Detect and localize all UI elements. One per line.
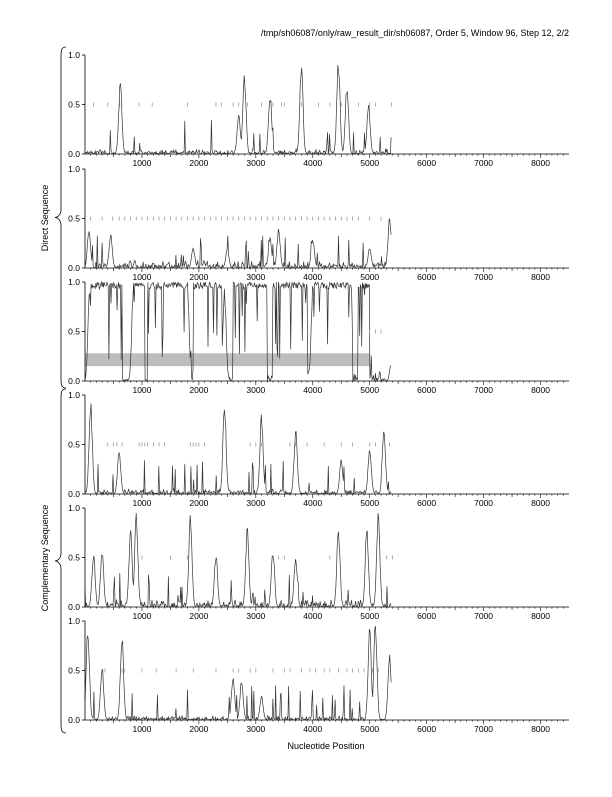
x-tick-label: 8000 [531,272,550,282]
y-tick-label: 0.0 [68,376,80,386]
complementary-sequence-label: Complementary Sequence [40,505,50,612]
x-tick-label: 3000 [246,272,265,282]
x-tick-label: 4000 [303,724,322,734]
y-tick-label: 0.0 [68,489,80,499]
y-tick-label: 1.0 [68,390,80,400]
y-tick-label: 1.0 [68,503,80,513]
x-tick-label: 6000 [417,611,436,621]
y-tick-label: 0.5 [68,553,80,563]
panel-complementary-frame-2: 0.0 0.5 1.0 1000 2000 3000 4000 5000 6000 7000 800… [68,503,569,621]
x-tick-label: 8000 [531,385,550,395]
signal-line [84,65,392,156]
panel-direct-frame-1: 0.0 0.5 1.0 1000 2000 3000 4000 5000 6000 7000 800… [68,50,569,168]
x-tick-label: 7000 [474,158,493,168]
x-tick-label: 8000 [531,498,550,508]
x-tick-label: 2000 [189,611,208,621]
y-tick-label: 0.0 [68,602,80,612]
x-tick-label: 6000 [417,272,436,282]
panel-direct-frame-3: 0.0 0.5 1.0 1000 2000 3000 4000 5000 6000 7000 800… [68,277,569,395]
panels: 0.0 0.5 1.0 1000 2000 3000 4000 5000 6000 7000 800… [68,50,569,734]
panel-complementary-frame-3: 0.0 0.5 1.0 1000 2000 3000 4000 5000 6000 7000 800… [68,616,569,734]
x-tick-label: 5000 [360,498,379,508]
figure-header: /tmp/sh06087/only/raw_result_dir/sh06087… [261,28,569,38]
y-tick-label: 0.5 [68,327,80,337]
panel-direct-frame-2: 0.0 0.5 1.0 1000 2000 3000 4000 5000 6000 7000 800… [68,164,569,282]
x-tick-label: 5000 [360,724,379,734]
strand-brackets [54,46,67,734]
x-tick-label: 2000 [189,498,208,508]
y-tick-label: 0.0 [68,149,80,159]
signal-line [84,217,392,270]
x-tick-label: 8000 [531,611,550,621]
x-tick-label: 2000 [189,272,208,282]
signal-line [84,625,392,722]
x-tick-label: 4000 [303,498,322,508]
x-tick-label: 3000 [246,498,265,508]
x-tick-label: 1000 [132,724,151,734]
x-tick-label: 5000 [360,272,379,282]
x-tick-label: 2000 [189,158,208,168]
x-tick-label: 1000 [132,498,151,508]
complementary-strand-bracket [54,388,67,734]
x-tick-label: 3000 [246,611,265,621]
x-tick-label: 8000 [531,158,550,168]
x-tick-label: 6000 [417,498,436,508]
x-tick-label: 7000 [474,611,493,621]
x-tick-label: 2000 [189,385,208,395]
x-tick-label: 5000 [360,611,379,621]
y-tick-label: 1.0 [68,50,80,60]
signal-line [84,280,392,383]
direct-sequence-label: Direct Sequence [40,185,50,252]
x-tick-label: 3000 [246,158,265,168]
x-tick-label: 5000 [360,385,379,395]
panel-complementary-frame-1: 0.0 0.5 1.0 1000 2000 3000 4000 5000 6000 7000 800… [68,390,569,508]
x-tick-label: 7000 [474,385,493,395]
direct-strand-bracket [54,46,67,389]
x-tick-label: 1000 [132,272,151,282]
x-tick-label: 4000 [303,385,322,395]
y-tick-label: 1.0 [68,164,80,174]
y-tick-label: 0.0 [68,263,80,273]
y-tick-label: 0.5 [68,440,80,450]
x-tick-label: 3000 [246,385,265,395]
x-tick-label: 3000 [246,724,265,734]
x-tick-label: 4000 [303,158,322,168]
signal-line [84,513,392,609]
x-tick-label: 7000 [474,498,493,508]
x-tick-label: 7000 [474,272,493,282]
x-tick-label: 6000 [417,724,436,734]
x-tick-label: 1000 [132,158,151,168]
x-tick-label: 6000 [417,385,436,395]
x-tick-label: 4000 [303,611,322,621]
y-tick-label: 0.5 [68,666,80,676]
x-tick-label: 6000 [417,158,436,168]
x-tick-label: 5000 [360,158,379,168]
y-tick-label: 0.5 [68,214,80,224]
y-tick-label: 0.0 [68,715,80,725]
x-axis-label: Nucleotide Position [287,741,364,751]
y-tick-label: 0.5 [68,100,80,110]
x-tick-label: 4000 [303,272,322,282]
x-tick-label: 7000 [474,724,493,734]
y-tick-label: 1.0 [68,616,80,626]
signal-line [84,403,392,496]
x-tick-label: 1000 [132,611,151,621]
x-tick-label: 2000 [189,724,208,734]
x-tick-label: 8000 [531,724,550,734]
x-tick-label: 1000 [132,385,151,395]
y-tick-label: 1.0 [68,277,80,287]
